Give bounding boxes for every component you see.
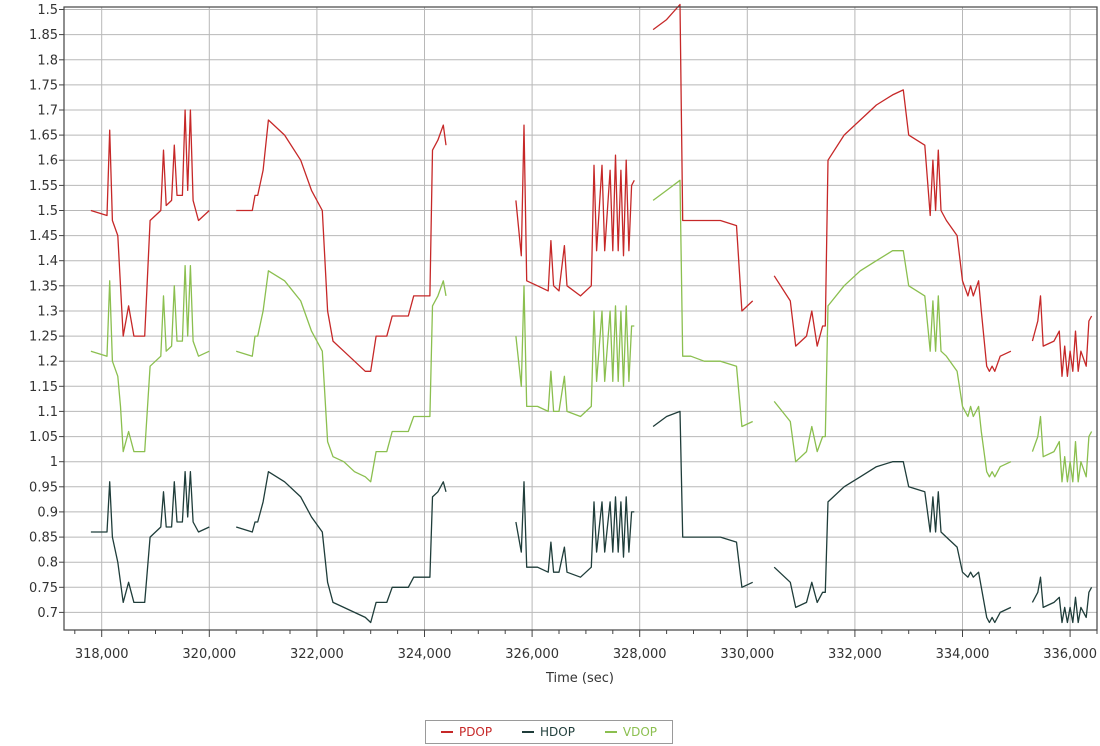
series-pdop-segment <box>773 89 1012 372</box>
axis-ticks <box>59 9 1098 637</box>
series-hdop-segment <box>90 471 210 604</box>
legend: PDOP HDOP VDOP <box>425 720 673 744</box>
legend-label-vdop: VDOP <box>622 725 658 739</box>
legend-swatch-pdop <box>440 731 453 733</box>
series-hdop-line <box>90 410 1093 624</box>
series-hdop-segment <box>1031 576 1093 624</box>
legend-swatch-vdop <box>604 731 617 733</box>
y-tick-label: 1.8 <box>37 53 58 68</box>
y-tick-label: 1.2 <box>37 355 58 370</box>
y-tick-label: 1.3 <box>37 305 58 320</box>
x-tick-label: 318,000 <box>75 647 129 662</box>
series-pdop-segment <box>236 119 447 372</box>
y-tick-label: 0.85 <box>29 531 58 546</box>
y-tick-label: 1.35 <box>29 279 58 294</box>
series-vdop-segment <box>236 270 447 483</box>
series-hdop-segment <box>515 481 635 578</box>
y-tick-label: 1.1 <box>37 405 58 420</box>
legend-label-pdop: PDOP <box>458 725 493 739</box>
y-tick-label: 1.85 <box>29 28 58 43</box>
x-tick-label: 326,000 <box>505 647 559 662</box>
plot-frame <box>63 6 1098 631</box>
series-lines <box>90 3 1093 624</box>
legend-item-vdop: VDOP <box>604 725 658 739</box>
series-pdop-line <box>90 3 1093 377</box>
x-tick-label: 320,000 <box>182 647 236 662</box>
y-tick-label: 1.75 <box>29 78 58 93</box>
y-tick-label: 1.05 <box>29 430 58 445</box>
x-tick-label: 334,000 <box>936 647 990 662</box>
y-tick-label: 0.8 <box>37 556 58 571</box>
y-tick-label: 1.5 <box>37 204 58 219</box>
series-pdop-segment <box>90 109 210 337</box>
series-hdop-segment <box>773 461 1012 624</box>
series-vdop-line <box>90 179 1093 483</box>
series-hdop-segment <box>236 471 447 624</box>
y-tick-label: 1.15 <box>29 380 58 395</box>
y-tick-label: 0.95 <box>29 480 58 495</box>
series-hdop-segment <box>652 410 753 588</box>
plot-background <box>64 7 1097 630</box>
x-tick-label: 328,000 <box>613 647 667 662</box>
y-tick-label: 0.9 <box>37 505 58 520</box>
y-tick-label: 1.25 <box>29 330 58 345</box>
legend-item-pdop: PDOP <box>440 725 493 739</box>
x-axis-title: Time (sec) <box>545 671 614 686</box>
series-vdop-segment <box>90 265 210 453</box>
x-tick-label: 324,000 <box>398 647 452 662</box>
y-tick-label: 1.55 <box>29 179 58 194</box>
y-tick-label: 0.7 <box>37 606 58 621</box>
legend-item-hdop: HDOP <box>522 725 575 739</box>
y-tick-label: 1.5 <box>37 3 58 18</box>
series-vdop-segment <box>515 285 635 418</box>
y-tick-label: 1 <box>50 455 58 470</box>
y-tick-label: 1.6 <box>37 154 58 169</box>
series-vdop-segment <box>652 179 753 428</box>
y-tick-label: 0.75 <box>29 581 58 596</box>
y-axis-tick-labels: 0.7 0.75 0.8 0.85 0.9 0.95 1 1.05 1.1 1.15 1.2 1.25… <box>29 3 58 621</box>
series-vdop-segment <box>1031 415 1093 483</box>
series-pdop-segment <box>515 124 635 297</box>
x-tick-label: 332,000 <box>828 647 882 662</box>
x-tick-label: 330,000 <box>720 647 774 662</box>
x-tick-label: 336,000 <box>1043 647 1097 662</box>
dop-line-chart: 0.7 0.75 0.8 0.85 0.9 0.95 1 1.05 1.1 1.15 1.2 1.25… <box>29 3 1098 686</box>
y-tick-label: 1.45 <box>29 229 58 244</box>
y-tick-label: 1.7 <box>37 104 58 119</box>
series-pdop-segment <box>1031 295 1093 377</box>
grid-lines <box>64 7 1097 630</box>
y-tick-label: 1.4 <box>37 254 58 269</box>
x-axis-tick-labels: 318,000 320,000 322,000 324,000 326,000 328,0… <box>75 647 1097 662</box>
series-vdop-segment <box>773 250 1012 478</box>
legend-swatch-hdop <box>522 731 535 733</box>
series-pdop-segment <box>652 3 754 312</box>
x-tick-label: 322,000 <box>290 647 344 662</box>
y-tick-label: 1.65 <box>29 129 58 144</box>
legend-label-hdop: HDOP <box>540 725 575 739</box>
